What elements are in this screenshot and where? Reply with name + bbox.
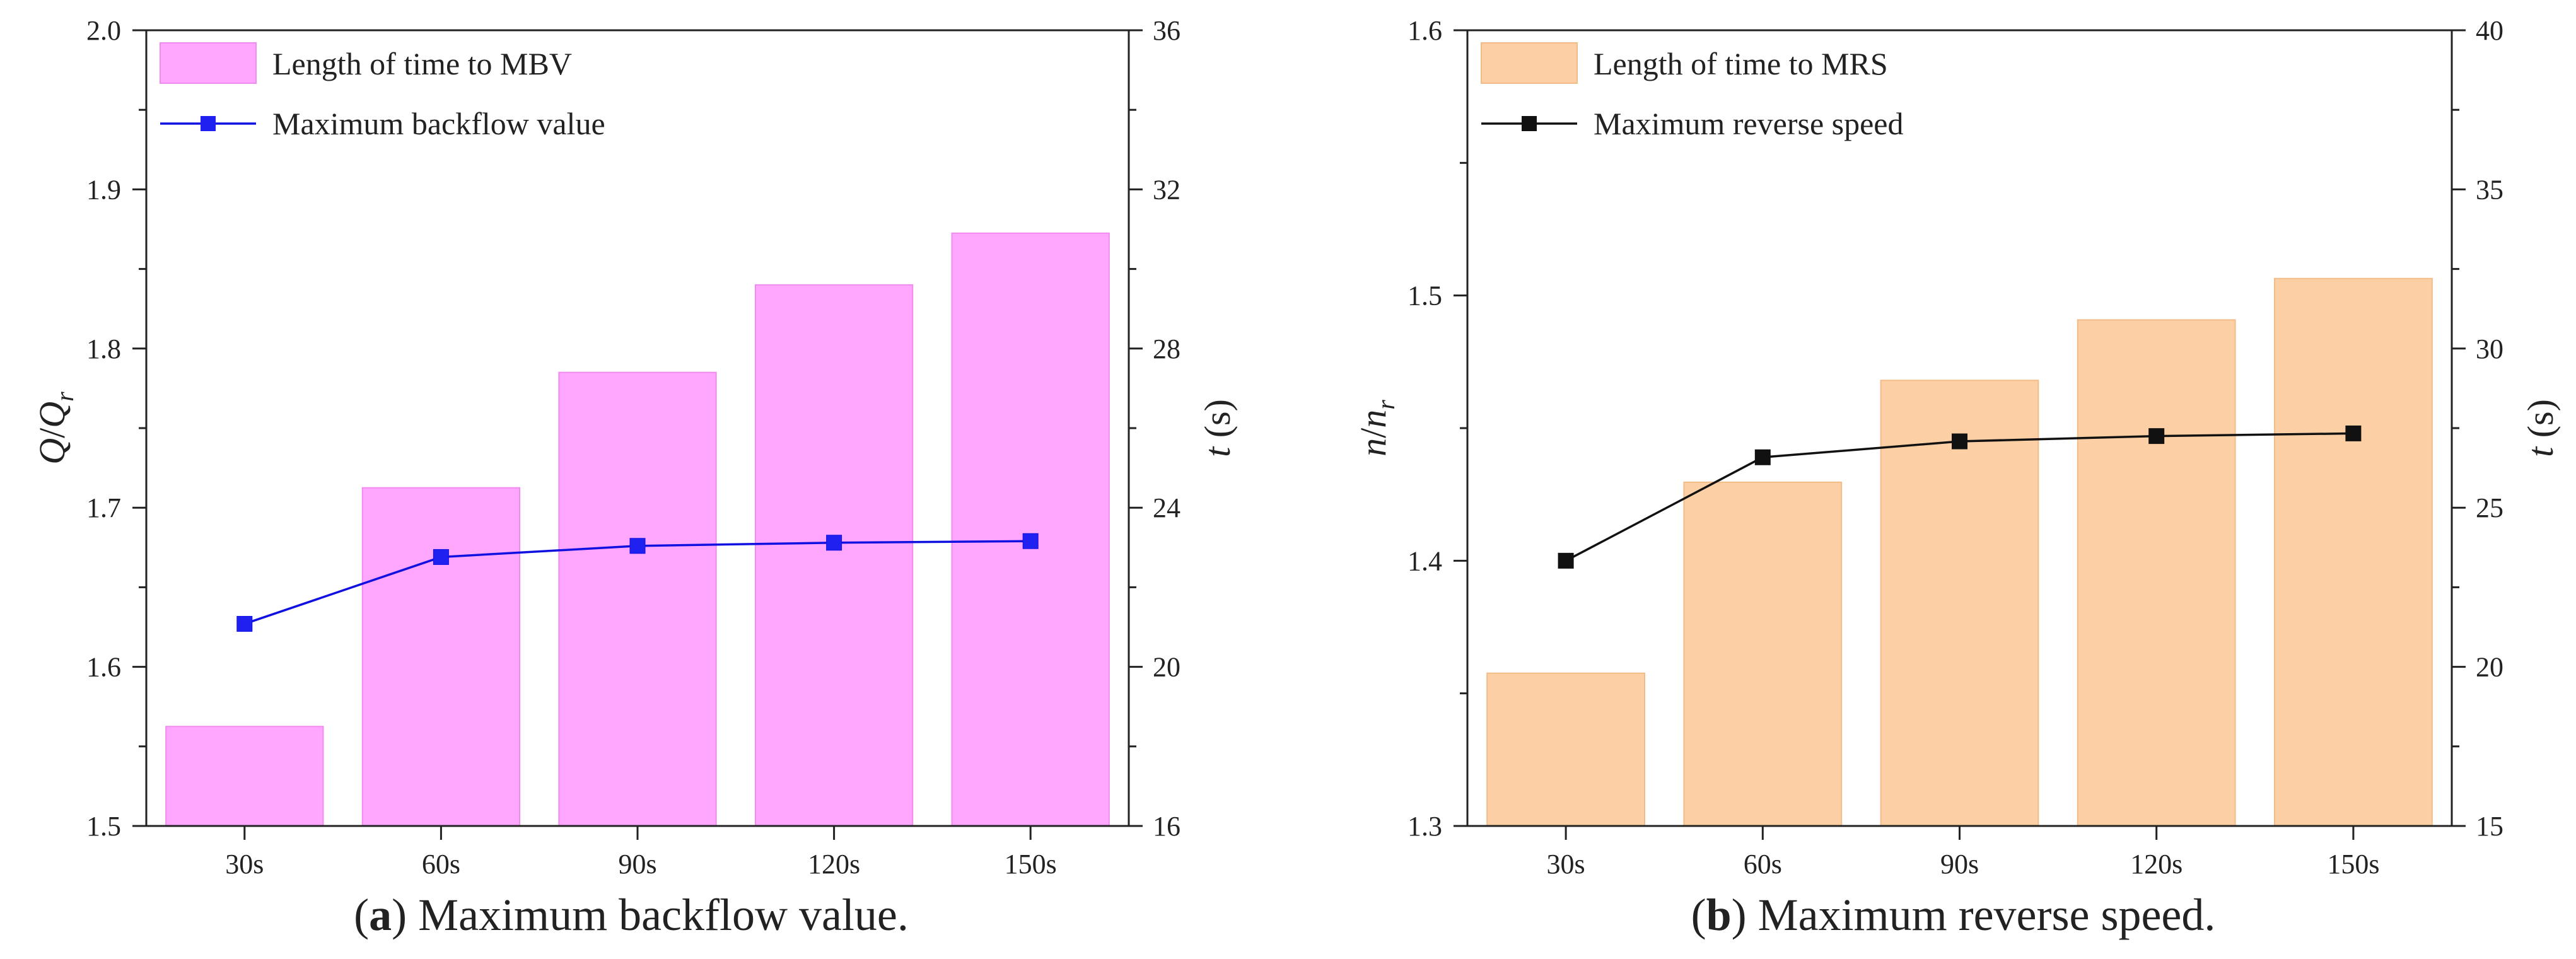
bar-120s xyxy=(754,284,914,827)
line-point-60s xyxy=(433,549,449,565)
right-tick-label: 36 xyxy=(1153,15,1180,46)
legend-line-label: Maximum reverse speed xyxy=(1594,106,1904,141)
caption-close-paren: ) xyxy=(392,890,418,940)
left-axis-label-sub-base: Q xyxy=(32,402,73,428)
bar-30s xyxy=(1486,672,1645,827)
bar-60s xyxy=(361,487,521,827)
bar-120s xyxy=(2077,319,2236,827)
x-tick-label: 150s xyxy=(2327,849,2379,880)
caption-panel-label: a xyxy=(369,890,392,940)
left-axis-label-main: n xyxy=(1353,438,1394,456)
caption-text: Maximum backflow value. xyxy=(418,890,909,940)
x-tick-label: 60s xyxy=(1744,849,1782,880)
x-tick-label: 90s xyxy=(1940,849,1979,880)
caption-open-paren: ( xyxy=(1691,890,1706,940)
right-tick-label: 20 xyxy=(1153,652,1180,683)
line-point-30s xyxy=(236,615,253,632)
left-tick-label: 1.5 xyxy=(1407,281,1442,311)
line-point-90s xyxy=(1952,433,1967,450)
right-tick-label: 20 xyxy=(2476,652,2503,683)
x-tick-label: 30s xyxy=(1547,849,1585,880)
legend-bar-swatch xyxy=(160,42,257,84)
left-tick-label: 1.8 xyxy=(86,334,121,364)
legend-line-marker xyxy=(1522,116,1537,131)
right-tick-label: 24 xyxy=(1153,492,1180,523)
line-point-90s xyxy=(629,538,646,554)
x-tick-label: 150s xyxy=(1005,849,1057,880)
left-tick-label: 1.6 xyxy=(86,652,121,683)
left-axis-label-sub: r xyxy=(1372,400,1400,410)
caption-close-paren: ) xyxy=(1732,890,1758,940)
caption-panel-label: b xyxy=(1706,890,1732,940)
left-tick-label: 1.3 xyxy=(1407,811,1442,842)
panel-caption: (a) Maximum backflow value. xyxy=(354,890,909,940)
bar-150s xyxy=(2274,277,2433,827)
right-axis-label-unit: (s) xyxy=(2520,399,2561,447)
x-tick-label: 120s xyxy=(2130,849,2183,880)
bar-150s xyxy=(951,232,1110,827)
x-tick-label: 90s xyxy=(618,849,656,880)
line-point-150s xyxy=(2345,425,2362,441)
line-point-30s xyxy=(1558,552,1574,569)
left-axis-label-main: Q xyxy=(32,438,73,465)
line-point-120s xyxy=(826,535,842,551)
legend-line-marker xyxy=(201,116,216,131)
right-axis-title: t (s) xyxy=(2520,399,2561,457)
right-axis-title: t (s) xyxy=(1197,399,1238,457)
right-tick-label: 15 xyxy=(2476,811,2503,842)
right-tick-label: 40 xyxy=(2476,15,2503,46)
right-tick-label: 32 xyxy=(1153,174,1180,205)
caption-open-paren: ( xyxy=(354,890,369,940)
left-axis-label-sub: r xyxy=(50,392,79,402)
bar-90s xyxy=(1880,380,2039,827)
x-tick-label: 120s xyxy=(808,849,860,880)
left-tick-label: 1.5 xyxy=(86,811,121,842)
panel-b: 1.3 1.4 1.5 1.6 15 20 25 30 35 40 30s 60s 90s 120s 150… xyxy=(1353,15,2561,940)
left-axis-title: n/nr xyxy=(1353,400,1400,456)
left-axis-label-sep: / xyxy=(1353,427,1394,438)
right-tick-label: 35 xyxy=(2476,174,2503,205)
x-tick-label: 60s xyxy=(422,849,460,880)
legend-bar-label: Length of time to MRS xyxy=(1594,46,1888,81)
panel-a: 1.5 1.6 1.7 1.8 1.9 2.0 16 20 24 28 32 36 30s 60s 90s 1… xyxy=(32,15,1238,940)
left-tick-label: 2.0 xyxy=(86,15,121,46)
right-tick-label: 30 xyxy=(2476,334,2503,364)
left-axis-label-sep: / xyxy=(32,427,73,438)
line-point-60s xyxy=(1754,449,1771,465)
left-tick-label: 1.7 xyxy=(86,492,121,523)
right-tick-label: 25 xyxy=(2476,492,2503,523)
legend-line-label: Maximum backflow value xyxy=(272,106,605,141)
caption-text: Maximum reverse speed. xyxy=(1758,890,2216,940)
x-tick-label: 30s xyxy=(225,849,264,880)
right-axis-label-italic: t xyxy=(2520,446,2561,457)
line-point-120s xyxy=(2148,428,2165,445)
left-axis-label-sub-base: n xyxy=(1353,410,1394,428)
right-axis-label-unit: (s) xyxy=(1197,399,1238,447)
panel-caption: (b) Maximum reverse speed. xyxy=(1691,890,2216,940)
left-tick-label: 1.6 xyxy=(1407,15,1442,46)
legend-bar-swatch xyxy=(1481,42,1578,84)
bar-90s xyxy=(558,371,717,827)
right-tick-label: 16 xyxy=(1153,811,1180,842)
bar-60s xyxy=(1683,481,1843,827)
left-tick-label: 1.4 xyxy=(1407,545,1442,576)
line-point-150s xyxy=(1022,533,1039,549)
right-tick-label: 28 xyxy=(1153,334,1180,364)
left-tick-label: 1.9 xyxy=(86,174,121,205)
left-axis-title: Q/Qr xyxy=(32,392,79,465)
right-axis-label-italic: t xyxy=(1197,446,1238,457)
legend-bar-label: Length of time to MBV xyxy=(272,46,572,81)
bar-30s xyxy=(165,726,324,827)
